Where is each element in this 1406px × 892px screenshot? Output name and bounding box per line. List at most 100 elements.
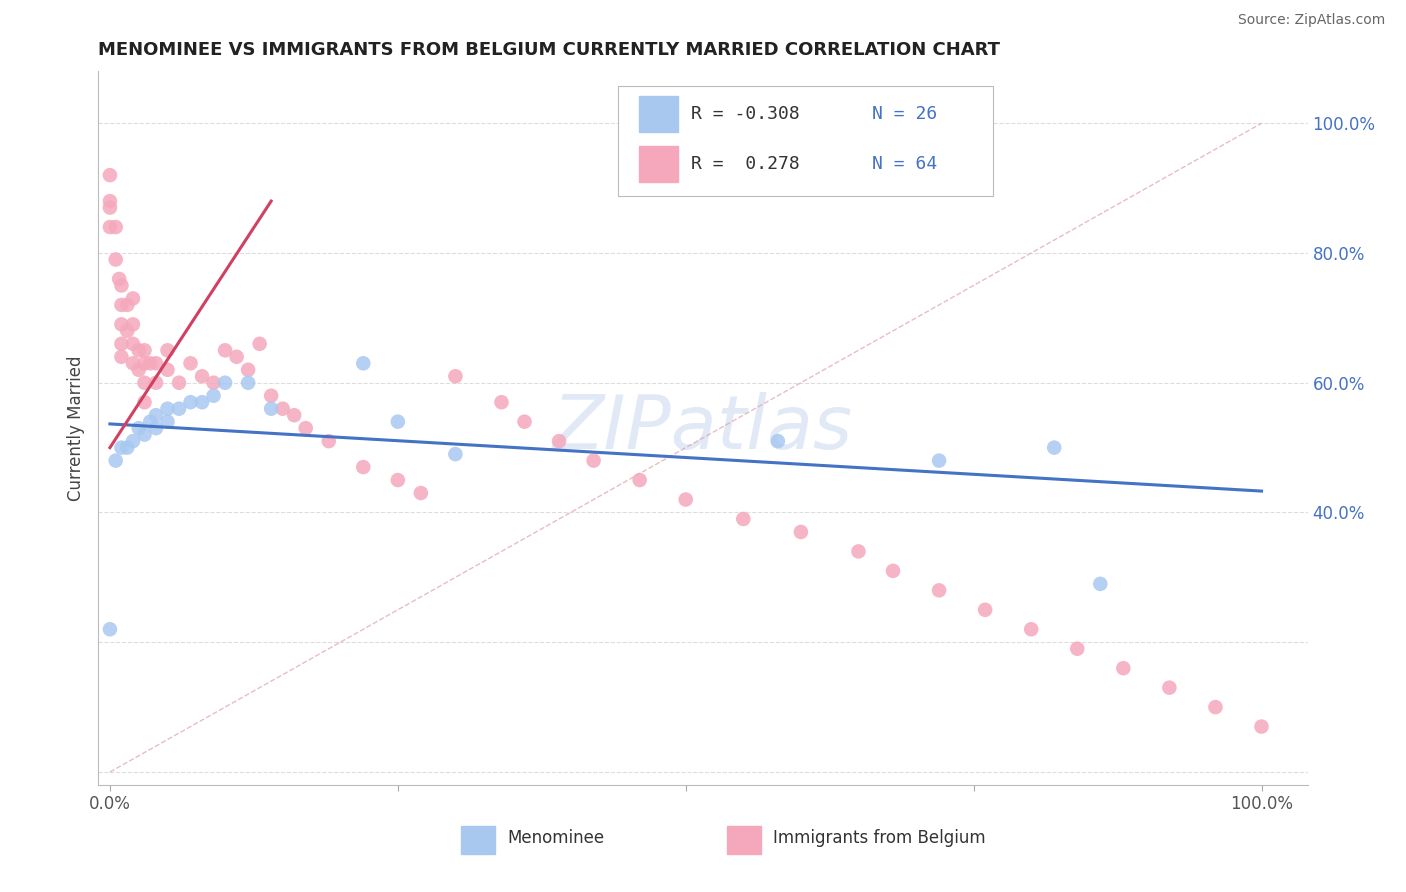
Point	[98, 220, 121, 235]
Point	[128, 421, 150, 435]
Point	[236, 363, 259, 377]
Point	[134, 395, 156, 409]
Text: Immigrants from Belgium: Immigrants from Belgium	[773, 830, 986, 847]
Point	[214, 343, 236, 358]
Point	[167, 376, 190, 390]
Point	[98, 622, 121, 636]
Point	[110, 336, 132, 351]
Point	[134, 376, 156, 390]
Bar	[727, 826, 761, 855]
Point	[1019, 622, 1042, 636]
Point	[271, 401, 294, 416]
Point	[122, 292, 145, 306]
Point	[882, 564, 904, 578]
Point	[790, 524, 813, 539]
Point	[1250, 720, 1272, 734]
Text: Source: ZipAtlas.com: Source: ZipAtlas.com	[1237, 13, 1385, 28]
Point	[214, 376, 236, 390]
Point	[156, 343, 179, 358]
Point	[294, 421, 316, 435]
Point	[167, 401, 190, 416]
Point	[352, 356, 374, 370]
Point	[180, 356, 202, 370]
Point	[104, 252, 127, 267]
Point	[628, 473, 651, 487]
Point	[582, 453, 605, 467]
Point	[444, 447, 467, 461]
Point	[104, 453, 127, 467]
Point	[766, 434, 789, 449]
Point	[409, 486, 432, 500]
Point	[145, 356, 167, 370]
Point	[122, 356, 145, 370]
Point	[108, 272, 131, 286]
Point	[139, 415, 162, 429]
Point	[1159, 681, 1181, 695]
Point	[249, 336, 271, 351]
Point	[156, 415, 179, 429]
Point	[145, 376, 167, 390]
Bar	[461, 826, 495, 855]
Point	[191, 395, 214, 409]
Point	[122, 336, 145, 351]
Text: Menominee: Menominee	[508, 830, 605, 847]
Point	[104, 220, 127, 235]
Point	[139, 356, 162, 370]
Point	[733, 512, 755, 526]
Point	[974, 603, 997, 617]
Point	[115, 441, 138, 455]
Point	[260, 401, 283, 416]
Point	[513, 415, 536, 429]
Point	[260, 389, 283, 403]
Point	[1112, 661, 1135, 675]
Point	[491, 395, 513, 409]
Point	[352, 460, 374, 475]
Point	[110, 318, 132, 332]
Point	[110, 441, 132, 455]
Point	[98, 168, 121, 182]
Point	[1204, 700, 1226, 714]
Point	[1090, 577, 1112, 591]
Point	[202, 389, 225, 403]
Point	[548, 434, 571, 449]
Point	[122, 434, 145, 449]
Point	[110, 350, 132, 364]
Bar	[638, 146, 678, 182]
Text: R = -0.308: R = -0.308	[690, 105, 800, 123]
Point	[128, 363, 150, 377]
Point	[134, 427, 156, 442]
Point	[191, 369, 214, 384]
Point	[134, 356, 156, 370]
Point	[236, 376, 259, 390]
FancyBboxPatch shape	[619, 86, 993, 196]
Point	[122, 318, 145, 332]
Text: ZIPatlas: ZIPatlas	[553, 392, 853, 464]
Point	[134, 343, 156, 358]
Y-axis label: Currently Married: Currently Married	[66, 355, 84, 501]
Point	[180, 395, 202, 409]
Point	[98, 201, 121, 215]
Text: N = 26: N = 26	[872, 105, 938, 123]
Point	[444, 369, 467, 384]
Point	[1043, 441, 1066, 455]
Point	[675, 492, 697, 507]
Point	[928, 583, 950, 598]
Point	[318, 434, 340, 449]
Bar	[638, 96, 678, 132]
Text: R =  0.278: R = 0.278	[690, 155, 800, 173]
Point	[145, 408, 167, 422]
Point	[115, 324, 138, 338]
Point	[283, 408, 305, 422]
Text: N = 64: N = 64	[872, 155, 938, 173]
Point	[115, 298, 138, 312]
Point	[145, 421, 167, 435]
Point	[387, 473, 409, 487]
Text: MENOMINEE VS IMMIGRANTS FROM BELGIUM CURRENTLY MARRIED CORRELATION CHART: MENOMINEE VS IMMIGRANTS FROM BELGIUM CUR…	[98, 41, 1001, 59]
Point	[156, 401, 179, 416]
Point	[928, 453, 950, 467]
Point	[848, 544, 870, 558]
Point	[387, 415, 409, 429]
Point	[1066, 641, 1088, 656]
Point	[128, 343, 150, 358]
Point	[110, 298, 132, 312]
